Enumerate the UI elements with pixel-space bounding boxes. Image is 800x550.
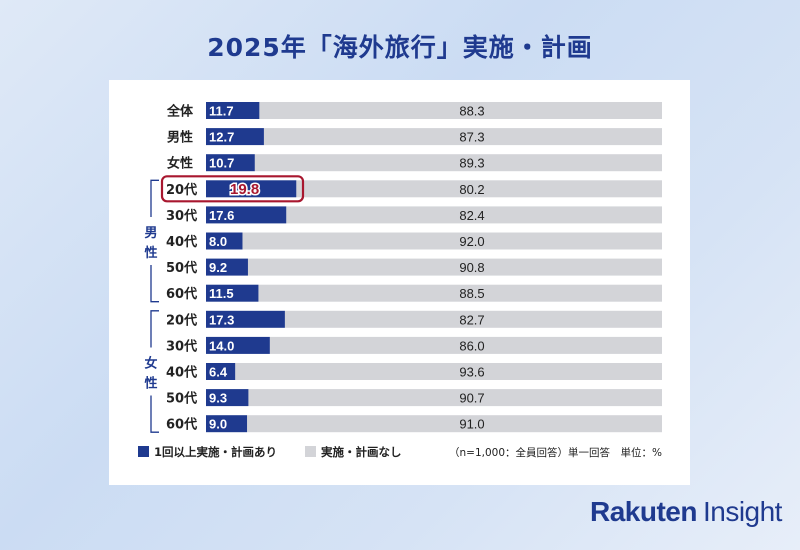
bar-series2 bbox=[242, 232, 663, 250]
category-label: 60代 bbox=[166, 417, 197, 433]
bar-series2 bbox=[296, 180, 662, 198]
value-label-series1: 17.3 bbox=[209, 312, 234, 327]
bar-series1 bbox=[206, 310, 285, 328]
group-label-bg bbox=[142, 347, 160, 396]
category-label: 女性 bbox=[167, 156, 193, 172]
bar-series1 bbox=[206, 232, 243, 250]
legend-swatch-series1 bbox=[138, 446, 149, 457]
bar-series2 bbox=[248, 389, 662, 407]
brand-name-bold: Rakuten bbox=[590, 496, 697, 527]
category-label: 男性 bbox=[167, 130, 193, 146]
legend-label-series2: 実施・計画なし bbox=[321, 445, 402, 459]
group-label-char-2: 性 bbox=[144, 245, 157, 261]
value-label-series1: 6.4 bbox=[209, 365, 228, 380]
chart-title: 2025年「海外旅行」実施・計画 bbox=[207, 33, 593, 62]
legend-note: （n=1,000：全員回答）単一回答 単位：% bbox=[449, 446, 662, 459]
bar-series2 bbox=[254, 154, 663, 172]
legend-label-series1: 1回以上実施・計画あり bbox=[154, 445, 277, 459]
bar-series1 bbox=[206, 206, 287, 224]
category-label: 全体 bbox=[166, 104, 194, 120]
highlight-box bbox=[160, 175, 305, 203]
bar-series2 bbox=[258, 284, 662, 302]
value-label-series1: 9.3 bbox=[209, 391, 227, 406]
bar-series2 bbox=[235, 363, 662, 380]
value-label-series2: 88.5 bbox=[459, 286, 484, 301]
value-label-series2: 89.3 bbox=[459, 156, 484, 171]
bar-series2 bbox=[269, 336, 662, 354]
value-label-series2: 92.0 bbox=[459, 234, 484, 249]
value-label-series2: 90.7 bbox=[459, 391, 484, 406]
value-label-series2: 82.7 bbox=[459, 312, 484, 327]
value-label-series1: 17.6 bbox=[209, 208, 234, 223]
value-label-series2: 88.3 bbox=[459, 104, 484, 119]
value-label-series2: 91.0 bbox=[459, 417, 484, 432]
value-label-series2: 90.8 bbox=[459, 260, 484, 275]
value-label-series1: 11.5 bbox=[209, 286, 234, 301]
group-label-bg bbox=[142, 217, 160, 265]
bar-series1 bbox=[206, 415, 248, 433]
category-label: 20代 bbox=[166, 312, 197, 328]
category-label: 30代 bbox=[166, 208, 197, 224]
group-label-char-1: 女 bbox=[144, 356, 157, 372]
value-label-series2: 86.0 bbox=[459, 338, 484, 353]
bar-series1 bbox=[206, 258, 248, 276]
bar-series1 bbox=[206, 336, 270, 354]
value-label-series1: 14.0 bbox=[209, 338, 234, 353]
group-label-char-2: 性 bbox=[144, 376, 157, 392]
category-label: 40代 bbox=[166, 365, 197, 381]
bar-series2 bbox=[259, 102, 662, 119]
bar-series1 bbox=[206, 180, 297, 198]
bar-series2 bbox=[247, 258, 662, 276]
legend-swatch-series2 bbox=[305, 446, 316, 457]
category-label: 50代 bbox=[166, 260, 197, 276]
bar-series2 bbox=[286, 206, 662, 224]
bar-series2 bbox=[263, 128, 662, 146]
chart-card: 全体 11.7 88.3 男性 12.7 87.3 女性 10.7 89.3 20代 19.8 80.… bbox=[109, 80, 690, 485]
bar-series2 bbox=[247, 415, 663, 433]
value-label-series1: 10.7 bbox=[209, 156, 234, 171]
value-label-series2: 93.6 bbox=[459, 365, 484, 380]
value-label-series1: 9.2 bbox=[209, 260, 227, 275]
bar-series1 bbox=[206, 102, 260, 119]
bar-series1 bbox=[206, 363, 236, 380]
bar-series1 bbox=[206, 389, 249, 407]
category-label: 20代 bbox=[166, 182, 197, 198]
value-label-series2: 80.2 bbox=[459, 182, 484, 197]
bar-series1 bbox=[206, 284, 259, 302]
category-label: 40代 bbox=[166, 234, 197, 250]
bar-series2 bbox=[284, 310, 662, 328]
group-label-char-1: 男 bbox=[144, 226, 157, 241]
category-label: 50代 bbox=[166, 391, 197, 407]
value-label-series2: 87.3 bbox=[459, 130, 484, 145]
brand-logo: Rakuten Insight bbox=[590, 496, 782, 530]
category-label: 30代 bbox=[166, 338, 197, 354]
value-label-series1: 19.8 bbox=[230, 181, 259, 198]
value-label-series1: 9.0 bbox=[209, 417, 227, 432]
value-label-series1: 8.0 bbox=[209, 234, 227, 249]
category-label: 60代 bbox=[166, 286, 197, 302]
value-label-series1: 12.7 bbox=[209, 130, 234, 145]
bar-series1 bbox=[206, 154, 255, 172]
value-label-series2: 82.4 bbox=[459, 208, 484, 223]
bar-series1 bbox=[206, 128, 264, 146]
brand-name-light: Insight bbox=[702, 496, 783, 527]
value-label-series1: 11.7 bbox=[209, 104, 234, 119]
